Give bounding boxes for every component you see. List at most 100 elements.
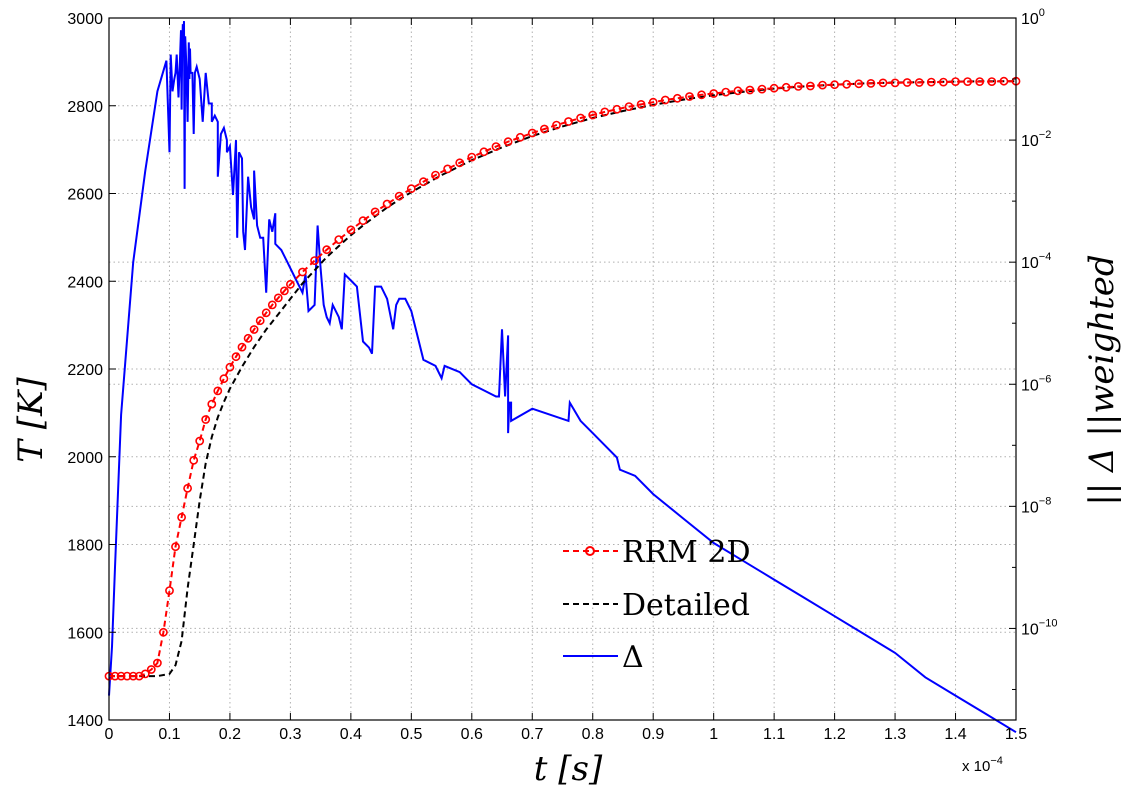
- grid-lines: [109, 18, 1016, 720]
- data-point-rrm: [612, 104, 622, 114]
- data-point-rrm: [177, 512, 186, 522]
- data-point-rrm: [213, 386, 223, 396]
- data-point-rrm: [552, 120, 561, 130]
- x-tick-label: 0.8: [582, 726, 604, 743]
- x-tick-label: 0.6: [461, 726, 483, 743]
- data-point-rrm: [195, 436, 205, 446]
- data-point-rrm: [733, 86, 743, 96]
- data-point-rrm: [878, 78, 888, 88]
- data-point-rrm: [890, 78, 900, 88]
- data-point-rrm: [963, 77, 972, 86]
- x-tick-label: 0.7: [521, 726, 543, 743]
- data-point-rrm: [279, 286, 289, 296]
- data-point-rrm: [636, 100, 646, 109]
- data-point-rrm: [842, 79, 852, 89]
- x-multiplier-base: x 10: [962, 758, 990, 775]
- data-point-rrm: [261, 308, 271, 318]
- data-point-rrm: [515, 132, 525, 142]
- data-point-rrm: [479, 147, 489, 157]
- data-point-rrm: [660, 95, 670, 105]
- legend-label-delta: Δ: [622, 640, 644, 675]
- data-point-rrm: [818, 80, 827, 90]
- data-point-rrm: [757, 84, 767, 94]
- y-tick-label-left: 2600: [67, 187, 103, 204]
- x-tick-label: 1.3: [884, 726, 906, 743]
- x-tick-label: 0.1: [158, 726, 180, 743]
- y-tick-label-left: 1400: [67, 713, 103, 730]
- y-axis-left-title: T [K]: [11, 377, 51, 463]
- data-point-rrm: [249, 325, 259, 334]
- y-tick-label-left: 2800: [67, 99, 103, 116]
- axis-ticks: [108, 17, 1017, 721]
- x-tick-label: 0: [105, 726, 114, 743]
- y-tick-label-left: 2400: [67, 274, 103, 291]
- data-point-rrm: [382, 199, 392, 209]
- series-line-detailed: [109, 80, 1016, 678]
- data-point-rrm: [721, 87, 731, 97]
- legend-label-detailed: Detailed: [622, 588, 750, 623]
- data-point-rrm: [600, 107, 610, 117]
- data-point-rrm: [158, 627, 168, 637]
- data-point-rrm: [467, 152, 477, 162]
- data-point-rrm: [171, 542, 180, 552]
- x-tick-label: 0.3: [279, 726, 301, 743]
- data-point-rrm: [219, 374, 229, 384]
- y-tick-label-left: 2000: [67, 450, 103, 467]
- data-point-rrm: [140, 669, 150, 679]
- plot-series: [104, 21, 1021, 734]
- y-tick-label-left: 1800: [67, 538, 103, 555]
- data-point-rrm: [128, 671, 138, 681]
- data-point-rrm: [243, 333, 253, 343]
- x-axis-title: t [s]: [534, 749, 603, 789]
- data-point-rrm: [455, 158, 465, 168]
- y-tick-label-left: 2200: [67, 362, 103, 379]
- data-point-rrm: [285, 279, 295, 289]
- data-point-rrm: [999, 76, 1009, 86]
- x-tick-label: 1.4: [944, 726, 966, 743]
- y-tick-label-right: 100: [1021, 7, 1045, 28]
- data-point-rrm: [926, 77, 936, 87]
- data-point-rrm: [267, 300, 277, 310]
- data-point-rrm: [987, 77, 997, 86]
- data-point-rrm: [793, 82, 803, 91]
- y-tick-label-right: 10−10: [1021, 617, 1057, 638]
- data-point-rrm: [648, 97, 658, 107]
- data-point-rrm: [334, 235, 344, 244]
- data-point-rrm: [781, 82, 791, 92]
- data-point-rrm: [310, 256, 319, 265]
- series-line-delta: [108, 21, 1017, 734]
- x-multiplier-exp: −4: [990, 755, 1003, 767]
- data-point-rrm: [491, 142, 501, 151]
- data-point-rrm: [854, 79, 864, 89]
- data-point-rrm: [207, 399, 217, 409]
- data-point-rrm: [346, 225, 356, 235]
- y-tick-label-left: 3000: [67, 11, 103, 28]
- y-tick-label-right: 10−4: [1021, 251, 1051, 272]
- legend: RRM 2D Detailed Δ: [563, 535, 751, 675]
- tick-labels: 0 0.1 0.2 0.3 0.4 0.5 0.6 0.7 0.8 0.9 1 1.1 1.2 1.3 1.…: [67, 7, 1057, 743]
- data-point-rrm: [588, 110, 598, 120]
- y-tick-label-right: 10−2: [1021, 129, 1051, 150]
- data-point-rrm: [697, 90, 706, 100]
- x-tick-label: 0.9: [642, 726, 664, 743]
- data-point-rrm: [406, 184, 416, 194]
- legend-label-rrm: RRM 2D: [622, 535, 751, 570]
- y-tick-label-right: 10−6: [1021, 373, 1051, 394]
- x-tick-label: 1: [709, 726, 718, 743]
- data-point-rrm: [806, 81, 815, 91]
- data-point-rrm: [709, 89, 719, 98]
- data-point-rrm: [165, 586, 174, 595]
- data-point-rrm: [914, 78, 924, 87]
- data-point-rrm: [273, 293, 283, 303]
- data-point-rrm: [110, 671, 120, 681]
- data-point-rrm: [431, 170, 440, 180]
- data-point-rrm: [189, 455, 199, 465]
- y-axis-right-title: || Δ ||weighted: [1082, 254, 1122, 505]
- data-point-rrm: [830, 80, 839, 90]
- x-multiplier: x 10−4: [962, 755, 1003, 775]
- data-point-rrm: [116, 671, 126, 681]
- data-point-rrm: [237, 342, 247, 352]
- data-point-rrm: [769, 83, 779, 93]
- data-point-rrm: [527, 128, 537, 138]
